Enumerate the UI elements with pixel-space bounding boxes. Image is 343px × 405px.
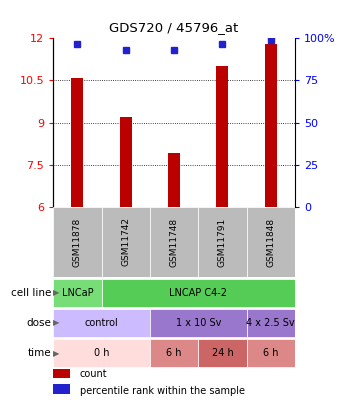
Text: ▶: ▶ bbox=[53, 288, 60, 297]
Text: 6 h: 6 h bbox=[263, 348, 279, 358]
Bar bbox=[247, 339, 295, 367]
Text: ▶: ▶ bbox=[53, 318, 60, 328]
Bar bbox=[198, 207, 247, 277]
Bar bbox=[71, 78, 83, 207]
Text: ▶: ▶ bbox=[53, 349, 60, 358]
Bar bbox=[216, 66, 228, 207]
Bar bbox=[120, 117, 132, 207]
Text: 6 h: 6 h bbox=[166, 348, 182, 358]
Text: count: count bbox=[80, 369, 107, 379]
Bar bbox=[150, 309, 247, 337]
Text: GSM11748: GSM11748 bbox=[169, 217, 179, 266]
Bar bbox=[150, 207, 198, 277]
Text: 0 h: 0 h bbox=[94, 348, 109, 358]
Text: cell line: cell line bbox=[11, 288, 51, 298]
Text: time: time bbox=[28, 348, 51, 358]
Bar bbox=[247, 207, 295, 277]
Text: control: control bbox=[85, 318, 118, 328]
Bar bbox=[247, 309, 295, 337]
Bar bbox=[53, 279, 102, 307]
Text: LNCaP: LNCaP bbox=[61, 288, 93, 298]
Text: GSM11848: GSM11848 bbox=[266, 217, 275, 266]
Text: 1 x 10 Sv: 1 x 10 Sv bbox=[176, 318, 221, 328]
Text: percentile rank within the sample: percentile rank within the sample bbox=[80, 386, 245, 396]
Text: dose: dose bbox=[26, 318, 51, 328]
Text: GSM11878: GSM11878 bbox=[73, 217, 82, 266]
Title: GDS720 / 45796_at: GDS720 / 45796_at bbox=[109, 21, 239, 34]
Text: GSM11791: GSM11791 bbox=[218, 217, 227, 266]
Bar bbox=[53, 384, 70, 394]
Bar bbox=[53, 339, 150, 367]
Bar bbox=[53, 368, 70, 377]
Text: 4 x 2.5 Sv: 4 x 2.5 Sv bbox=[247, 318, 295, 328]
Text: LNCAP C4-2: LNCAP C4-2 bbox=[169, 288, 227, 298]
Text: 24 h: 24 h bbox=[212, 348, 233, 358]
Bar bbox=[102, 207, 150, 277]
Bar bbox=[53, 309, 150, 337]
Text: GSM11742: GSM11742 bbox=[121, 217, 130, 266]
Bar bbox=[168, 153, 180, 207]
Bar bbox=[150, 339, 198, 367]
Bar bbox=[102, 279, 295, 307]
Bar bbox=[53, 207, 102, 277]
Bar bbox=[198, 339, 247, 367]
Bar bbox=[265, 44, 277, 207]
